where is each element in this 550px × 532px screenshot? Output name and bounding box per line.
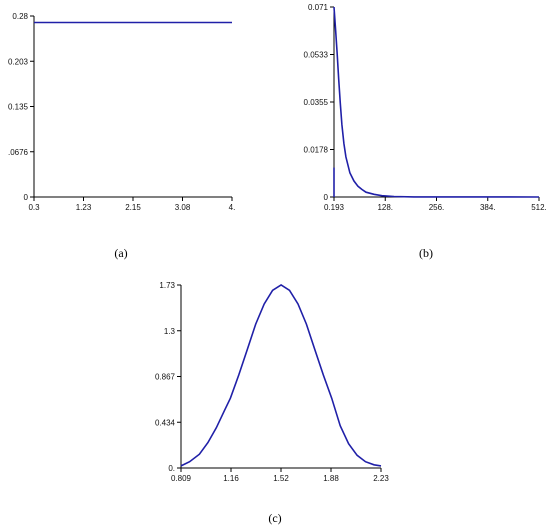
y-tick-label: 0	[24, 193, 29, 202]
panel-label: (a)	[114, 246, 127, 260]
chart-panel-1: 0.3 1.23 2.15 3.08 4. 0 .0676 0.135 0.203 0.28 (a)	[8, 12, 235, 260]
x-tick-label: 0.809	[171, 474, 192, 483]
x-tick-label: 3.08	[175, 203, 191, 212]
x-tick-label: 2.15	[125, 203, 141, 212]
x-tick-label: 256.	[429, 203, 445, 212]
y-tick-label: 1.3	[164, 327, 176, 336]
x-tick-label: 1.88	[323, 474, 339, 483]
y-tick-label: 0.071	[308, 3, 329, 12]
chart-panel-3: 0.809 1.16 1.52 1.88 2.23 0. 0.434 0.867 1.3 1.73…	[155, 281, 389, 525]
series-line-1	[180, 284, 382, 467]
x-tick-label: 512.	[531, 203, 547, 212]
y-tick-label: 0	[324, 193, 329, 202]
y-tick-label: 0.0178	[304, 146, 329, 155]
x-tick-label: 0.3	[28, 203, 40, 212]
y-tick-label: 0.28	[12, 12, 28, 21]
y-tick-label: 0.203	[8, 57, 29, 66]
y-tick-label: 0.0355	[304, 98, 329, 107]
x-tick-label: 1.16	[223, 474, 239, 483]
x-tick-label: 1.52	[273, 474, 289, 483]
panel-label: (c)	[268, 511, 281, 525]
y-tick-label: 0.	[168, 464, 175, 473]
chart-panel-2: 0.193 128. 256. 384. 512. 0 0.0178 0.0355 0.0533…	[304, 3, 547, 260]
y-tick-label: .0676	[8, 148, 29, 157]
panel-label: (b)	[419, 246, 433, 260]
x-tick-label: 2.23	[373, 474, 389, 483]
x-tick-label: 128.	[377, 203, 393, 212]
y-tick-label: 0.135	[8, 103, 29, 112]
y-tick-label: 1.73	[159, 281, 175, 290]
x-tick-label: 384.	[480, 203, 496, 212]
y-tick-label: 0.434	[155, 418, 176, 427]
y-tick-label: 0.0533	[304, 51, 329, 60]
y-tick-label: 0.867	[155, 373, 176, 382]
x-tick-label: 1.23	[76, 203, 92, 212]
x-tick-label: 0.193	[324, 203, 345, 212]
x-tick-label: 4.	[229, 203, 236, 212]
series-line-1	[333, 6, 540, 198]
